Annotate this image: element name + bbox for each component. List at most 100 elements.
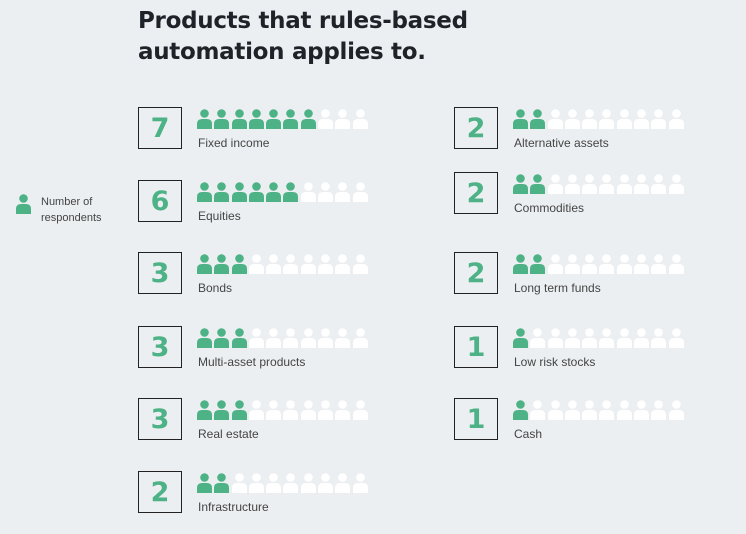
person-mark-empty (266, 328, 282, 348)
person-mark-filled (231, 182, 247, 202)
person-mark-empty (651, 328, 667, 348)
person-mark-empty (248, 254, 264, 274)
person-mark-filled (513, 109, 528, 129)
person-mark-empty (564, 254, 580, 274)
person-mark-empty (582, 328, 598, 348)
person-mark-empty (300, 182, 316, 202)
person-mark-filled (197, 254, 212, 274)
person-mark-empty (283, 473, 299, 493)
person-mark-empty (318, 254, 334, 274)
person-mark-filled (513, 400, 528, 420)
person-mark-filled (197, 400, 212, 420)
person-mark-empty (668, 109, 684, 129)
value-label: 2 (138, 471, 182, 513)
person-mark-empty (318, 473, 334, 493)
value-label: 1 (454, 398, 498, 440)
person-mark-empty (582, 254, 598, 274)
person-mark-empty (599, 400, 615, 420)
person-mark-empty (651, 174, 667, 194)
person-icons (197, 400, 370, 420)
person-mark-filled (248, 182, 264, 202)
person-mark-empty (547, 109, 563, 129)
category-label: Equities (198, 209, 241, 223)
person-mark-filled (214, 473, 230, 493)
person-mark-empty (318, 328, 334, 348)
person-mark-empty (248, 473, 264, 493)
person-mark-empty (616, 109, 632, 129)
person-mark-filled (231, 400, 247, 420)
person-mark-empty (582, 400, 598, 420)
person-icons (197, 254, 370, 274)
person-mark-empty (335, 328, 351, 348)
value-label: 6 (138, 180, 182, 222)
person-mark-empty (352, 182, 368, 202)
person-mark-empty (283, 328, 299, 348)
person-mark-empty (634, 328, 650, 348)
person-icons (513, 109, 686, 129)
person-mark-filled (231, 109, 247, 129)
person-mark-filled (283, 182, 299, 202)
category-label: Cash (514, 427, 543, 441)
person-mark-filled (530, 109, 546, 129)
legend-label: Number of respondents (41, 196, 102, 224)
person-mark-empty (547, 174, 563, 194)
person-mark-empty (599, 254, 615, 274)
person-mark-empty (616, 328, 632, 348)
person-mark-filled (300, 109, 316, 129)
category-label: Infrastructure (198, 500, 269, 514)
person-mark-empty (547, 328, 563, 348)
person-mark-empty (564, 109, 580, 129)
person-mark-empty (335, 182, 351, 202)
person-icons (197, 328, 370, 348)
person-mark-filled (513, 254, 528, 274)
person-mark-empty (352, 328, 368, 348)
person-mark-filled (197, 109, 212, 129)
category-label: Commodities (514, 201, 585, 215)
person-mark-empty (283, 400, 299, 420)
category-label: Real estate (198, 427, 259, 441)
person-mark-filled (231, 254, 247, 274)
person-mark-empty (599, 328, 615, 348)
category-label: Low risk stocks (514, 355, 596, 369)
person-mark-empty (547, 400, 563, 420)
person-mark-empty (634, 400, 650, 420)
person-mark-filled (214, 109, 230, 129)
person-mark-filled (530, 254, 546, 274)
person-mark-filled (530, 174, 546, 194)
person-icons (513, 400, 686, 420)
person-mark-empty (283, 254, 299, 274)
person-mark-empty (634, 109, 650, 129)
chart-title: Products that rules-based automation app… (138, 8, 468, 65)
person-mark-empty (300, 254, 316, 274)
person-mark-empty (352, 400, 368, 420)
person-mark-filled (513, 328, 528, 348)
person-mark-empty (266, 473, 282, 493)
person-mark-filled (513, 174, 528, 194)
person-mark-filled (197, 328, 212, 348)
person-mark-empty (318, 182, 334, 202)
value-label: 3 (138, 252, 182, 294)
person-mark-empty (352, 473, 368, 493)
person-mark-empty (668, 174, 684, 194)
person-mark-empty (634, 174, 650, 194)
person-mark-empty (530, 400, 546, 420)
value-label: 3 (138, 326, 182, 368)
person-mark-empty (335, 400, 351, 420)
person-mark-empty (616, 254, 632, 274)
person-mark-empty (599, 174, 615, 194)
person-mark-empty (248, 328, 264, 348)
person-mark-empty (668, 254, 684, 274)
person-mark-empty (266, 254, 282, 274)
person-mark-empty (599, 109, 615, 129)
person-mark-empty (616, 174, 632, 194)
person-mark-empty (335, 109, 351, 129)
person-icons (513, 254, 686, 274)
person-mark-empty (266, 400, 282, 420)
person-mark-empty (564, 400, 580, 420)
person-mark-empty (564, 328, 580, 348)
person-mark-filled (266, 109, 282, 129)
value-label: 2 (454, 172, 498, 214)
person-mark-empty (651, 400, 667, 420)
category-label: Multi-asset products (198, 355, 306, 369)
value-label: 1 (454, 326, 498, 368)
